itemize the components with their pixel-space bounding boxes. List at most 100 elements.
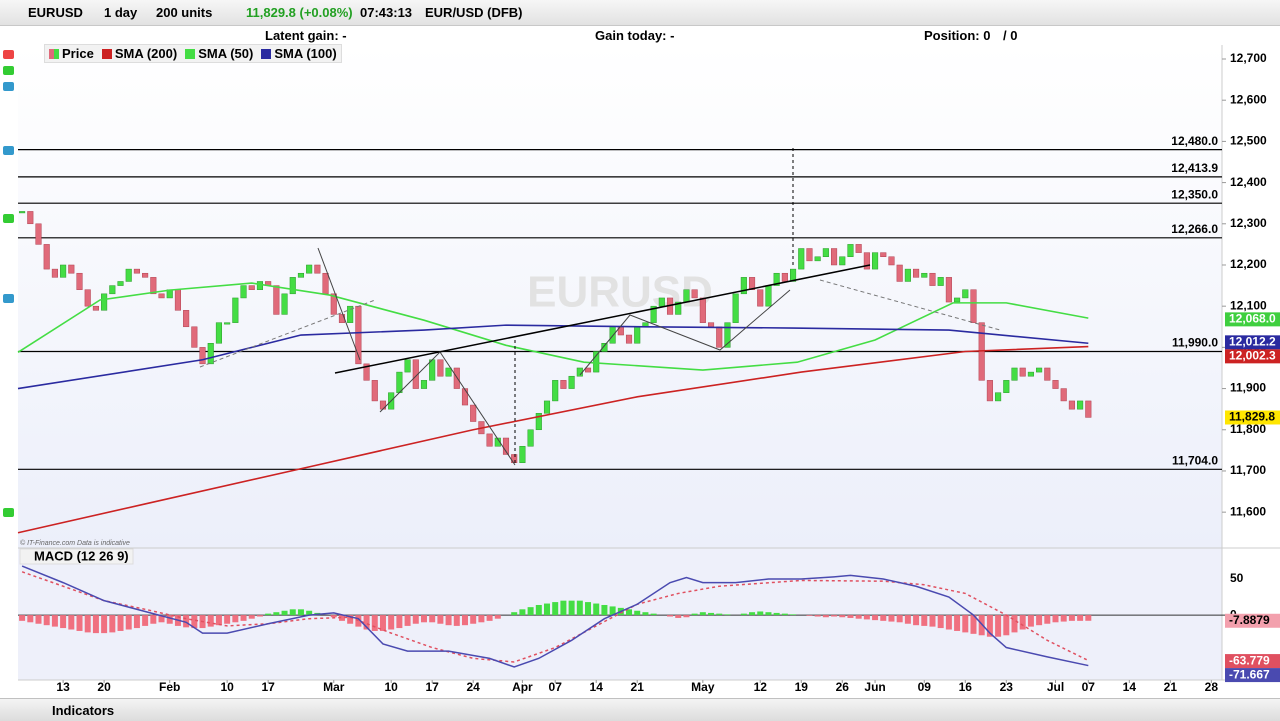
histogram-bar	[470, 615, 477, 624]
instrument[interactable]: EURUSD	[28, 5, 83, 20]
candle	[773, 272, 780, 286]
tool-icon[interactable]	[3, 294, 14, 303]
histogram-bar	[429, 615, 436, 623]
histogram-bar	[297, 609, 304, 616]
histogram-bar	[117, 615, 124, 631]
histogram-bar	[494, 615, 501, 619]
candle	[896, 264, 903, 282]
candle	[880, 252, 887, 257]
y-tick-label: 12,700	[1230, 51, 1267, 65]
candle	[363, 363, 370, 381]
candle	[174, 289, 181, 311]
histogram-bar	[207, 615, 214, 627]
histogram-bar	[863, 615, 870, 620]
histogram-bar	[880, 615, 887, 621]
candle	[330, 293, 337, 315]
status-bar: Latent gain: - Gain today: - Position: 0…	[0, 26, 1222, 45]
tool-icon[interactable]	[3, 66, 14, 75]
candle	[1044, 367, 1051, 381]
candle	[1011, 367, 1018, 381]
histogram-bar	[445, 615, 452, 626]
candle	[724, 322, 731, 348]
legend-label: SMA (200)	[114, 46, 178, 61]
histogram-bar	[453, 615, 460, 626]
tool-icon[interactable]	[3, 82, 14, 91]
x-tick-label: 12	[754, 680, 768, 694]
candle	[92, 305, 99, 311]
indicators-button[interactable]: Indicators	[52, 703, 115, 718]
value-badge	[1225, 613, 1280, 628]
x-tick-label: 28	[1205, 680, 1219, 694]
candle	[224, 322, 231, 325]
period[interactable]: 1 day	[104, 5, 138, 20]
x-tick-label: 21	[631, 680, 645, 694]
candle	[921, 272, 928, 278]
candle	[35, 223, 42, 245]
histogram-bar	[921, 615, 928, 626]
candle	[256, 281, 263, 290]
y-tick-label: 11,700	[1230, 463, 1266, 477]
time: 07:43:13	[360, 5, 413, 20]
value-badge	[1225, 312, 1280, 327]
y-tick-label: 12,500	[1230, 134, 1267, 148]
histogram-bar	[560, 600, 567, 616]
histogram-bar	[650, 613, 657, 616]
histogram-bar	[806, 615, 813, 616]
y-tick-label: 12,300	[1230, 216, 1267, 230]
tool-icon[interactable]	[3, 214, 14, 223]
candle	[494, 437, 501, 447]
series-line	[17, 345, 1089, 534]
legend-item[interactable]: Price	[45, 45, 98, 62]
size[interactable]: 200 units	[156, 5, 213, 20]
candle	[150, 277, 157, 295]
histogram-bar	[158, 615, 165, 623]
y-tick-label: 12,600	[1230, 92, 1267, 106]
histogram-bar	[593, 603, 600, 616]
legend-item[interactable]: SMA (200)	[98, 45, 181, 62]
histogram-bar	[84, 615, 91, 633]
y-tick-label: 11,600	[1230, 504, 1266, 518]
candle	[297, 272, 305, 278]
tool-icon[interactable]	[3, 146, 14, 155]
candle	[552, 380, 559, 402]
histogram-bar	[1036, 615, 1043, 626]
histogram-bar	[716, 613, 723, 616]
trend-line	[579, 289, 791, 376]
tool-icon[interactable]	[3, 50, 14, 59]
candle	[519, 445, 526, 463]
drawings	[199, 148, 1001, 466]
histogram-bar	[125, 615, 132, 630]
histogram-bar	[585, 602, 592, 616]
series-line	[17, 282, 1089, 371]
tool-icon[interactable]	[3, 508, 14, 517]
candle	[527, 429, 534, 447]
candle	[453, 367, 460, 389]
histogram-bar	[773, 612, 780, 616]
candle	[314, 264, 321, 274]
candle	[839, 256, 846, 266]
histogram-bar	[396, 615, 403, 629]
legend-swatch	[101, 48, 112, 59]
candle	[765, 285, 772, 307]
histogram-bar	[896, 615, 903, 623]
x-tick-label: Jun	[864, 680, 885, 694]
candle	[675, 301, 682, 315]
candle	[232, 297, 239, 323]
candle	[625, 334, 633, 344]
legend-item[interactable]: SMA (50)	[181, 45, 257, 62]
histogram-bar	[1011, 615, 1018, 633]
x-tick-label: 09	[918, 680, 932, 694]
candle	[986, 380, 993, 402]
histogram-bar	[43, 615, 50, 626]
histogram-bar	[1003, 615, 1010, 636]
histogram-bar	[511, 612, 518, 616]
histogram-bar	[461, 615, 468, 626]
toolbar: EURUSD 1 day 200 units 11,829.8 (+0.08%)…	[0, 0, 1280, 26]
histogram-bar	[215, 615, 222, 626]
candle	[273, 285, 280, 315]
histogram-bar	[404, 615, 411, 626]
candle	[806, 248, 813, 262]
histogram-bar	[68, 615, 75, 630]
candle	[379, 400, 387, 410]
legend-item[interactable]: SMA (100)	[257, 45, 340, 62]
